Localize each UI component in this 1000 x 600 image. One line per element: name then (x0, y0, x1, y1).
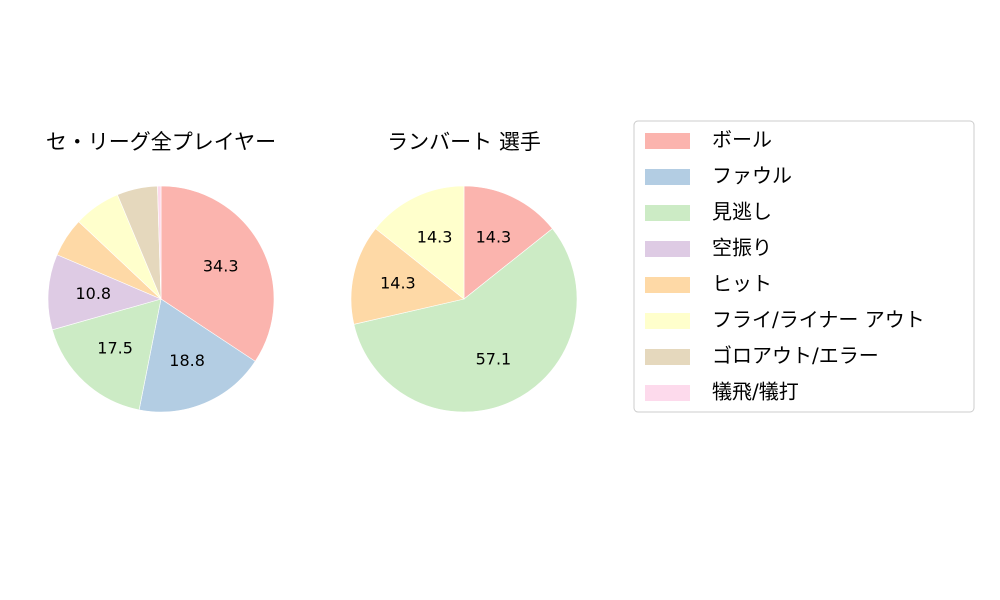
legend-label: 犠飛/犠打 (712, 380, 799, 404)
chart-title: ランバート 選手 (387, 130, 541, 154)
legend-label: 見逃し (712, 200, 772, 224)
slice-value-label: 14.3 (476, 227, 512, 246)
legend-frame (633, 120, 975, 413)
legend-label: ゴロアウト/エラー (712, 344, 879, 368)
pie-slice (463, 185, 553, 300)
legend-swatch (645, 313, 690, 329)
pie-slice (47, 254, 162, 331)
legend-label: ボール (712, 128, 772, 152)
legend-swatch (645, 169, 690, 185)
pie-chart-league: セ・リーグ全プレイヤー 34.3 18.8 17.5 10.8 (46, 130, 276, 413)
legend-label: ヒット (712, 272, 772, 296)
slice-value-label: 10.8 (75, 284, 111, 303)
pie-slice (375, 185, 465, 300)
slice-value-label: 17.5 (97, 338, 133, 357)
legend-swatch (645, 133, 690, 149)
pie-slice (138, 298, 256, 413)
pie-slice (353, 228, 578, 413)
legend-swatch (645, 349, 690, 365)
legend-swatch (645, 277, 690, 293)
legend-swatch (645, 205, 690, 221)
legend-label: ファウル (712, 164, 792, 188)
pie-chart-player: ランバート 選手 14.3 57.1 14.3 14.3 (350, 130, 578, 413)
legend-swatch (645, 385, 690, 401)
legend-swatch (645, 241, 690, 257)
pie-slice (350, 228, 465, 325)
legend-label: フライ/ライナー アウト (712, 308, 925, 332)
chart-title: セ・リーグ全プレイヤー (46, 130, 276, 154)
slice-value-label: 14.3 (380, 274, 416, 293)
slice-value-label: 34.3 (203, 256, 239, 275)
slice-value-label: 18.8 (169, 351, 205, 370)
pie-slice (157, 185, 162, 300)
slice-value-label: 57.1 (476, 350, 512, 369)
pie-slice (51, 298, 162, 411)
legend-label: 空振り (712, 236, 772, 260)
slice-value-label: 14.3 (417, 227, 453, 246)
